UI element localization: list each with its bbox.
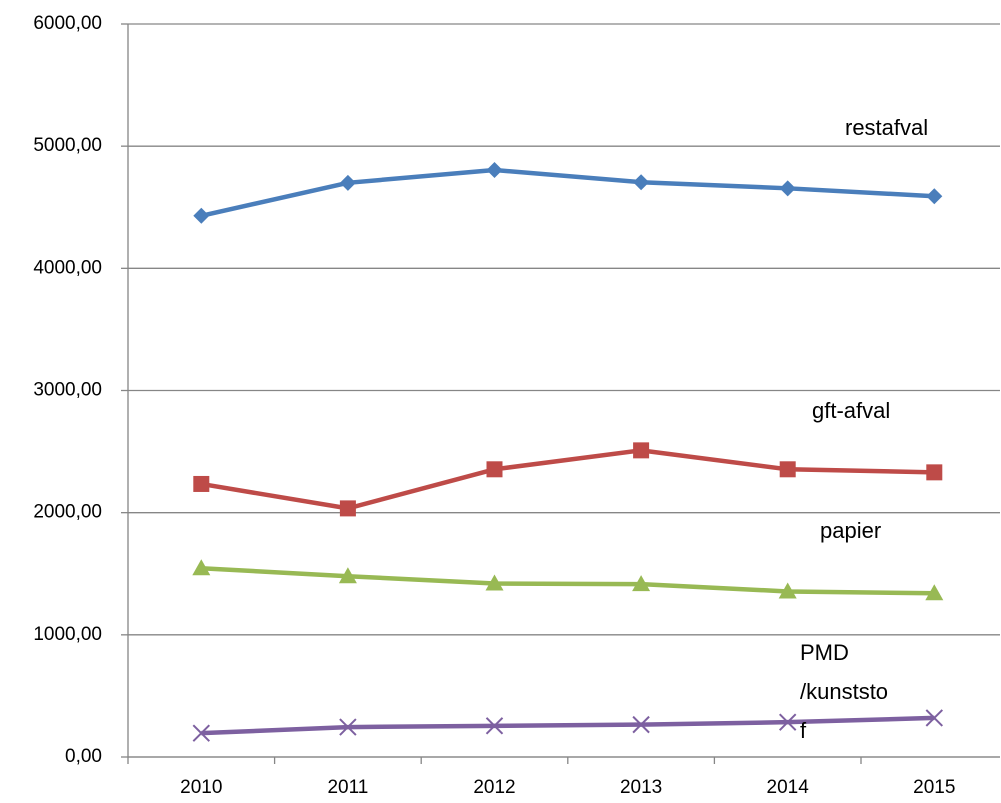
x-tick-label: 2012 xyxy=(473,777,515,798)
series-line xyxy=(201,566,935,596)
marker xyxy=(338,567,357,584)
marker xyxy=(925,584,944,601)
series-label: papier xyxy=(820,518,882,543)
y-tick-label: 4000,00 xyxy=(33,257,102,278)
y-tick-label: 1000,00 xyxy=(33,624,102,645)
x-tick-label: 2013 xyxy=(620,777,662,798)
y-tick-label: 0,00 xyxy=(65,746,102,767)
marker xyxy=(192,724,211,742)
marker xyxy=(632,575,651,592)
y-tick-label: 2000,00 xyxy=(33,502,102,523)
marker xyxy=(485,574,504,591)
x-tick-label: 2014 xyxy=(767,777,810,798)
marker xyxy=(778,713,797,731)
series-label: gft-afval xyxy=(812,398,891,423)
series-label: restafval xyxy=(845,115,929,140)
marker xyxy=(339,174,356,191)
series-label: PMD /kunststof xyxy=(800,640,889,743)
marker xyxy=(633,442,650,459)
y-tick-label: 3000,00 xyxy=(33,380,102,401)
y-tick-label: 5000,00 xyxy=(33,135,102,156)
marker xyxy=(779,461,796,478)
x-tick-label: 2010 xyxy=(180,777,222,798)
marker xyxy=(485,717,504,735)
series-line xyxy=(200,167,935,218)
marker xyxy=(779,180,796,197)
marker xyxy=(339,500,356,517)
marker xyxy=(778,582,797,599)
x-tick-label: 2015 xyxy=(913,777,955,798)
marker xyxy=(633,174,650,191)
marker xyxy=(486,461,503,478)
series-line xyxy=(200,448,935,511)
y-tick-label: 6000,00 xyxy=(33,13,102,34)
x-tick-label: 2011 xyxy=(327,777,368,798)
marker xyxy=(925,709,944,727)
marker xyxy=(193,207,210,224)
marker xyxy=(339,718,357,736)
marker xyxy=(192,559,211,576)
marker xyxy=(632,715,650,734)
marker xyxy=(193,475,210,492)
marker xyxy=(926,464,943,481)
marker xyxy=(486,161,503,178)
series-line xyxy=(201,715,935,736)
marker xyxy=(926,188,943,205)
